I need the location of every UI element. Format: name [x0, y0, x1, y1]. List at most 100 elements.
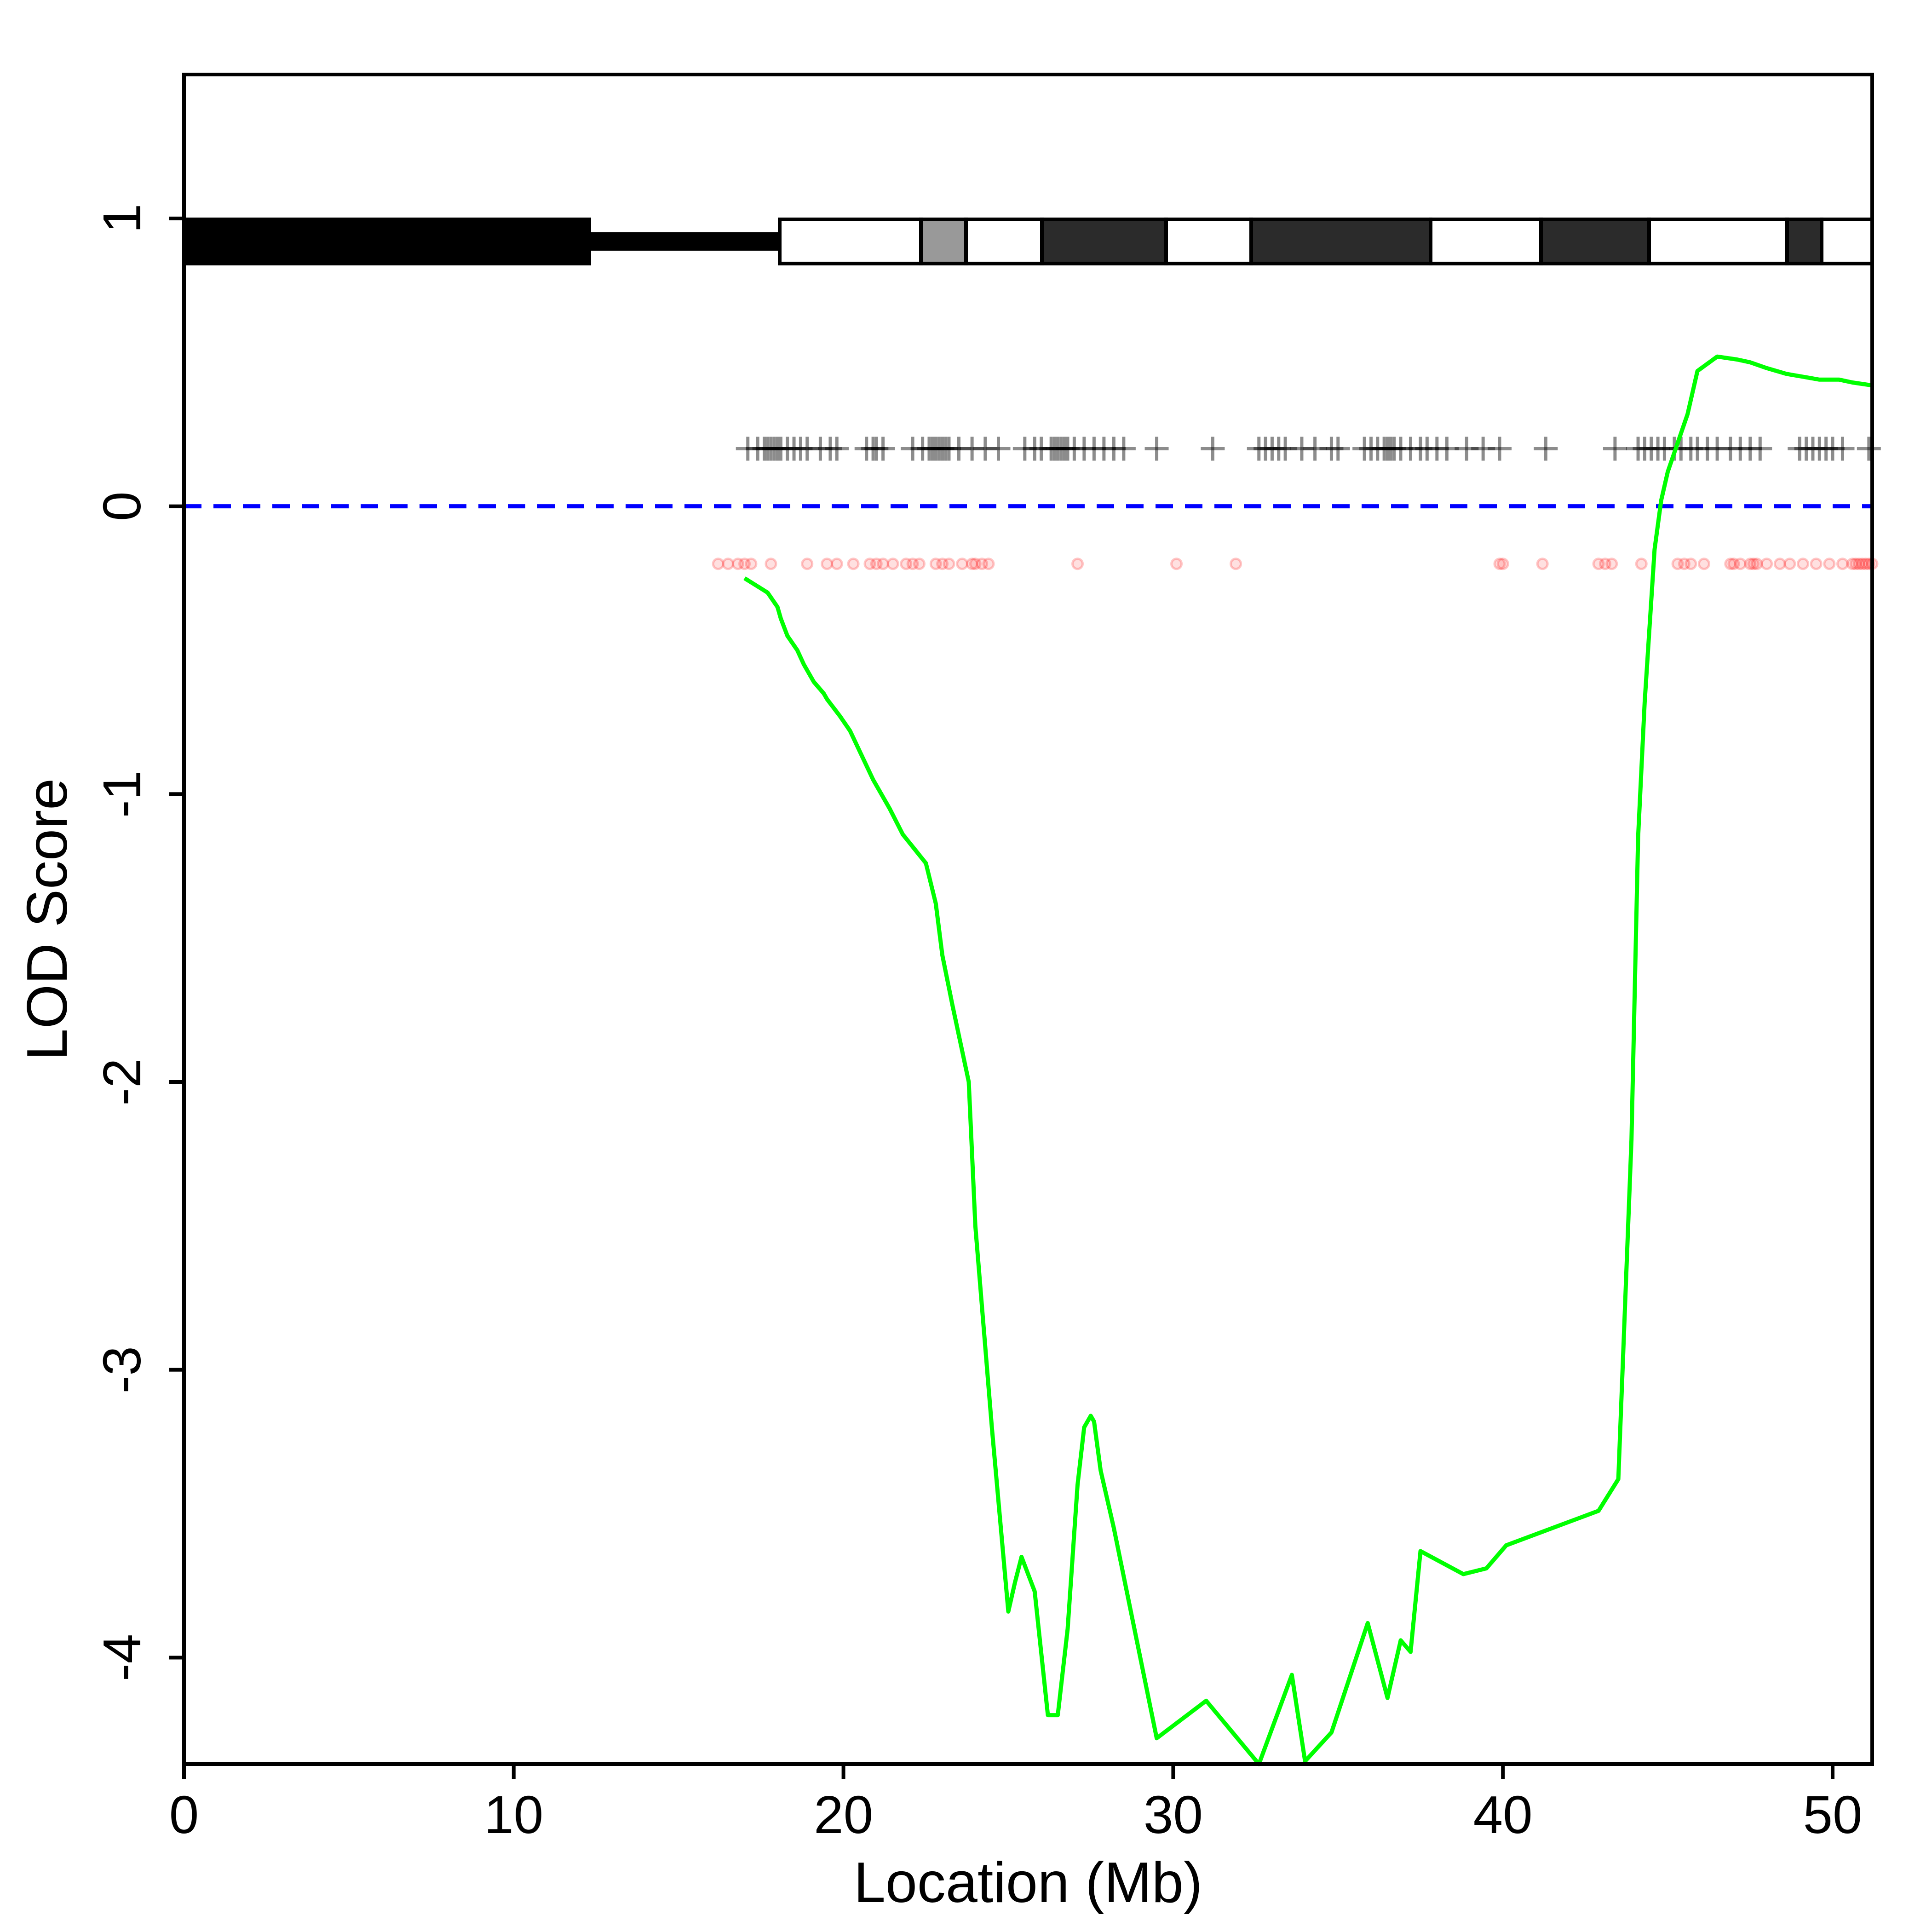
- marker-cross: [759, 437, 783, 461]
- marker-cross: [788, 437, 813, 461]
- marker-cross: [1603, 437, 1627, 461]
- red-point: [1856, 558, 1869, 570]
- red-point: [1671, 558, 1684, 570]
- y-axis: -4 -3 -2 -1 0 1: [92, 204, 186, 1681]
- marker-cross: [1247, 437, 1271, 461]
- marker-cross: [1372, 437, 1397, 461]
- ideogram-band: [1820, 217, 1874, 265]
- ideogram-band: [1539, 217, 1651, 265]
- red-point: [1750, 558, 1763, 570]
- ideogram-band: [964, 217, 1044, 265]
- red-point: [982, 558, 995, 570]
- marker-cross: [1408, 437, 1432, 461]
- marker-cross: [1820, 437, 1845, 461]
- marker-cross: [1289, 437, 1314, 461]
- red-point: [966, 558, 978, 570]
- x-tick-label: 10: [484, 1785, 543, 1845]
- y-axis-title: LOD Score: [16, 778, 79, 1060]
- marker-cross: [755, 437, 780, 461]
- red-point: [821, 558, 834, 570]
- red-point: [1747, 558, 1760, 570]
- marker-cross: [1471, 437, 1495, 461]
- marker-cross: [854, 437, 879, 461]
- x-tick-label: 30: [1144, 1785, 1203, 1845]
- marker-cross: [1359, 437, 1383, 461]
- marker-cross: [1748, 437, 1772, 461]
- marker-cross: [1695, 437, 1719, 461]
- marker-cross: [1415, 437, 1439, 461]
- red-point: [943, 558, 955, 570]
- red-point: [722, 558, 735, 570]
- x-axis-title: Location (Mb): [854, 1851, 1202, 1915]
- ideogram-band: [1647, 217, 1789, 265]
- y-tick-label: -1: [92, 770, 152, 818]
- red-point: [731, 558, 744, 570]
- red-point: [929, 558, 942, 570]
- marker-cross: [1534, 437, 1558, 461]
- marker-cross: [947, 437, 971, 461]
- marker-cross: [1072, 437, 1096, 461]
- red-point: [886, 558, 899, 570]
- marker-cross: [1012, 437, 1037, 461]
- marker-cross: [1488, 437, 1512, 461]
- marker-cross: [930, 437, 954, 461]
- red-point: [1496, 558, 1509, 570]
- marker-cross: [910, 437, 935, 461]
- marker-cross: [1705, 437, 1730, 461]
- ideogram-band: [1249, 217, 1432, 265]
- marker-cross: [808, 437, 833, 461]
- marker-cross: [1738, 437, 1762, 461]
- marker-cross: [1303, 437, 1327, 461]
- marker-cross: [1857, 437, 1881, 461]
- marker-cross: [1052, 437, 1076, 461]
- marker-cross: [765, 437, 790, 461]
- marker-cross: [927, 437, 951, 461]
- marker-cross: [1794, 437, 1818, 461]
- red-point: [1836, 558, 1849, 570]
- y-tick-label: 0: [92, 491, 152, 521]
- marker-cross: [1455, 437, 1479, 461]
- marker-cross: [960, 437, 984, 461]
- red-point: [1796, 558, 1809, 570]
- marker-cross: [1266, 437, 1291, 461]
- red-point: [1773, 558, 1786, 570]
- red-point: [906, 558, 919, 570]
- red-point: [969, 558, 982, 570]
- marker-cross: [769, 437, 793, 461]
- marker-cross: [1788, 437, 1812, 461]
- red-point: [1744, 558, 1757, 570]
- red-point: [1170, 558, 1183, 570]
- marker-cross: [1639, 437, 1663, 461]
- red-point: [1810, 558, 1823, 570]
- y-tick-label: -3: [92, 1346, 152, 1393]
- marker-cross: [1023, 437, 1047, 461]
- y-tick-label: -4: [92, 1634, 152, 1681]
- marker-cross: [871, 437, 895, 461]
- red-points-layer: [712, 558, 1879, 570]
- marker-cross: [1652, 437, 1677, 461]
- red-point: [1849, 558, 1862, 570]
- ideogram-band: [1164, 217, 1253, 265]
- marker-cross: [782, 437, 806, 461]
- red-point: [847, 558, 860, 570]
- marker-cross: [762, 437, 787, 461]
- red-point: [863, 558, 876, 570]
- red-point: [1760, 558, 1773, 570]
- marker-cross: [1046, 437, 1070, 461]
- marker-cross: [1056, 437, 1080, 461]
- marker-cross: [920, 437, 945, 461]
- marker-crosses-layer: [736, 437, 1881, 461]
- marker-cross: [937, 437, 961, 461]
- ideogram-band: [778, 217, 923, 265]
- marker-cross: [746, 437, 770, 461]
- red-point: [1724, 558, 1737, 570]
- marker-cross: [901, 437, 925, 461]
- marker-cross: [1398, 437, 1423, 461]
- plot-frame: [182, 73, 1874, 1766]
- marker-cross: [864, 437, 889, 461]
- x-tick-label: 20: [814, 1785, 873, 1845]
- marker-cross: [924, 437, 948, 461]
- marker-cross: [1144, 437, 1169, 461]
- marker-cross: [1029, 437, 1053, 461]
- red-point: [1846, 558, 1859, 570]
